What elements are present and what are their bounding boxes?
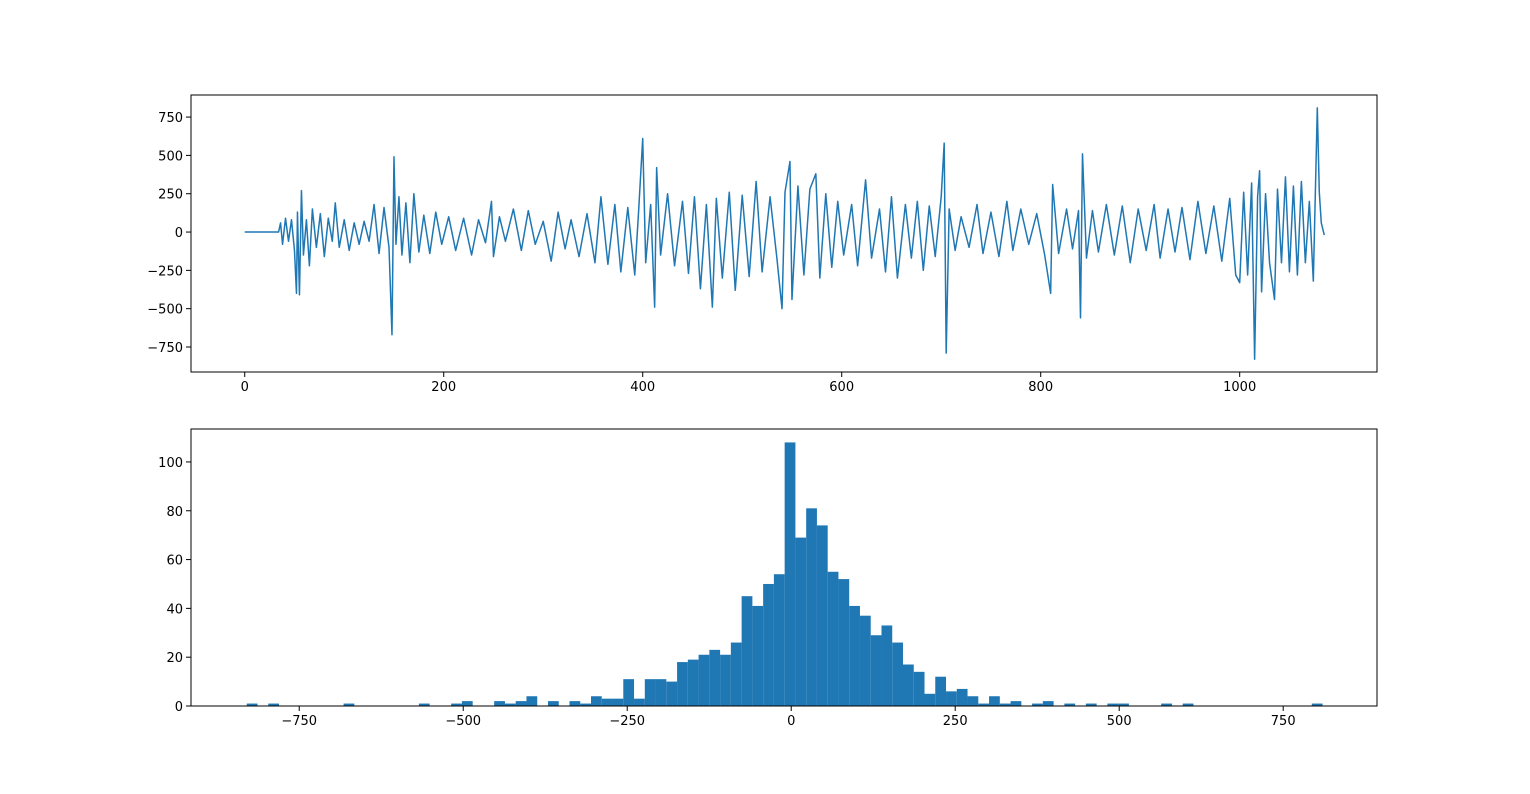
histogram-bar — [1118, 703, 1129, 706]
histogram-bar — [623, 679, 635, 706]
histogram-bar — [989, 696, 1000, 706]
histogram-bar — [666, 681, 678, 706]
histogram-bar — [827, 571, 839, 706]
histogram-bar — [881, 625, 893, 706]
histogram-bar — [752, 605, 764, 706]
histogram-bar — [870, 635, 882, 706]
histogram-bar — [644, 679, 656, 706]
histogram-bar — [999, 703, 1011, 706]
histogram-bar — [461, 701, 473, 706]
histogram-bar — [967, 696, 979, 706]
x-tick-label: 0 — [241, 380, 249, 395]
histogram-bar — [946, 691, 957, 706]
histogram-bar — [526, 696, 538, 706]
x-tick-label: 0 — [787, 714, 795, 729]
histogram-bar — [612, 698, 624, 706]
histogram-bar — [1042, 701, 1054, 706]
histogram-bar — [1085, 703, 1097, 706]
x-tick-label: 1000 — [1223, 380, 1256, 395]
histogram-bar — [795, 537, 807, 706]
histogram-bar — [451, 703, 462, 706]
y-tick-label: 60 — [166, 554, 183, 569]
histogram-bar — [634, 698, 645, 706]
histogram-bar — [913, 671, 925, 706]
histogram-bar — [720, 654, 731, 706]
histogram-bar — [569, 701, 581, 706]
y-tick-label: 750 — [158, 111, 183, 126]
histogram-bar — [892, 642, 903, 706]
x-tick-label: 200 — [431, 380, 456, 395]
histogram-bar — [1010, 701, 1022, 706]
histogram-bar — [418, 703, 430, 706]
x-tick-label: 800 — [1028, 380, 1053, 395]
histogram-bar — [838, 579, 850, 706]
y-tick-label: −500 — [147, 303, 183, 318]
histogram-bar — [859, 615, 871, 706]
histogram-bar — [924, 693, 936, 706]
histogram-bar — [515, 701, 527, 706]
histogram-bar — [268, 703, 280, 706]
y-tick-label: 0 — [175, 226, 183, 241]
histogram-bar — [1182, 703, 1194, 706]
histogram-bar — [730, 642, 742, 706]
histogram-bar — [935, 676, 947, 706]
data-line — [244, 107, 1325, 361]
histogram-bar — [978, 703, 990, 706]
y-tick-label: 80 — [166, 505, 183, 520]
histogram-bar — [709, 649, 721, 706]
histogram-bar — [784, 442, 796, 706]
histogram-bar — [343, 703, 355, 706]
histogram-bar — [677, 662, 688, 706]
y-tick-label: 0 — [175, 700, 183, 715]
x-tick-label: 600 — [829, 380, 854, 395]
histogram-bar — [698, 654, 710, 706]
histogram-bar — [1161, 703, 1172, 706]
histogram-bar — [547, 701, 559, 706]
histogram-bar — [849, 605, 860, 706]
x-tick-label: −750 — [281, 714, 317, 729]
histogram-bar — [1064, 703, 1076, 706]
histogram-bar — [1107, 703, 1119, 706]
y-tick-label: 20 — [166, 651, 183, 666]
histogram-bar — [580, 703, 592, 706]
histogram-bar — [246, 703, 258, 706]
y-tick-label: 100 — [158, 456, 183, 471]
histogram-bar — [763, 583, 774, 706]
x-tick-label: 500 — [1107, 714, 1132, 729]
y-tick-label: −250 — [147, 264, 183, 279]
histogram-bar — [816, 525, 828, 706]
y-tick-label: −750 — [147, 341, 183, 356]
x-tick-label: 400 — [630, 380, 655, 395]
x-tick-label: −250 — [609, 714, 645, 729]
x-tick-label: −500 — [445, 714, 481, 729]
histogram-bar — [741, 596, 753, 706]
histogram-bar — [1032, 703, 1043, 706]
x-tick-label: 750 — [1271, 714, 1296, 729]
histogram-bar — [655, 679, 667, 706]
histogram-bar — [504, 703, 516, 706]
histogram-bar — [773, 574, 785, 706]
histogram-bar — [601, 698, 613, 706]
histogram-bar — [687, 659, 699, 706]
histogram-bar — [1311, 703, 1323, 706]
axes-frame — [190, 428, 1378, 707]
histogram-bar — [806, 508, 817, 706]
histogram-bar — [591, 696, 602, 706]
x-tick-label: 250 — [943, 714, 968, 729]
y-tick-label: 500 — [158, 149, 183, 164]
histogram-bar — [494, 701, 505, 706]
axes-frame — [190, 94, 1378, 373]
histogram-bar — [956, 688, 968, 706]
y-tick-label: 250 — [158, 188, 183, 203]
y-tick-label: 40 — [166, 602, 183, 617]
histogram-bar — [902, 664, 914, 706]
